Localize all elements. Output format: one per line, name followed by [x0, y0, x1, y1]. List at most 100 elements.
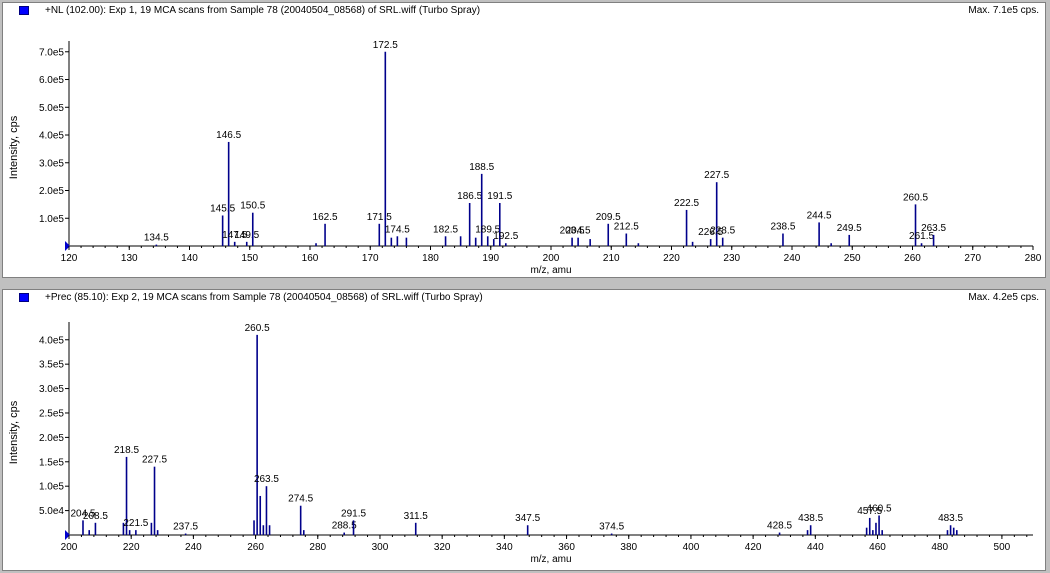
chart-1-peak-label: 147.5: [222, 230, 247, 241]
chart-2-peak-label: 260.5: [245, 323, 270, 334]
chart-1-peak-label: 227.5: [704, 170, 729, 181]
chart-1-peak-label: 134.5: [144, 233, 169, 244]
chart-2-peak-label: 208.5: [83, 511, 108, 522]
chart-1-peak-label: 226.5: [698, 227, 723, 238]
chart-2-y-tick-label: 3.5e5: [39, 360, 64, 371]
chart-1-x-tick-label: 250: [844, 253, 861, 264]
chart-1-peak-label: 260.5: [903, 192, 928, 203]
chart-2-y-tick-label: 4.0e5: [39, 335, 64, 346]
chart-2-peak-label: 311.5: [404, 511, 429, 522]
chart-1-x-tick-label: 280: [1025, 253, 1042, 264]
chart-1-peak-label: 222.5: [674, 198, 699, 209]
chart-2-x-tick-label: 260: [247, 542, 264, 553]
chart-1-y-tick-label: 3.0e5: [39, 158, 64, 169]
chart-2-x-tick-label: 240: [185, 542, 202, 553]
chart-1-peak-label: 191.5: [487, 191, 512, 202]
chart-2-x-tick-label: 400: [683, 542, 700, 553]
chart-2-y-tick-label: 5.0e4: [39, 506, 64, 517]
chart-1-x-tick-label: 200: [543, 253, 560, 264]
chart-2-y-tick-label: 1.5e5: [39, 457, 64, 468]
chart-1-x-tick-label: 180: [422, 253, 439, 264]
panel-2-max-label: Max. 4.2e5 cps.: [968, 292, 1039, 303]
panel-1-header: +NL (102.00): Exp 1, 19 MCA scans from S…: [3, 3, 1045, 19]
chart-2-y-tick-label: 3.0e5: [39, 384, 64, 395]
chart-2-x-axis-title: m/z, amu: [530, 554, 571, 565]
chart-1-peak-label: 203.5: [560, 226, 585, 237]
chart-1-peak-label: 149.5: [234, 230, 259, 241]
chart-2-x-tick-label: 300: [372, 542, 389, 553]
panel-2-marker-icon[interactable]: [19, 293, 29, 302]
chart-1-threshold-marker: [65, 241, 70, 251]
chart-1-x-axis-title: m/z, amu: [530, 265, 571, 276]
chart-1-x-tick-label: 260: [904, 253, 921, 264]
chart-1-peak-label: 189.5: [475, 224, 500, 235]
spectrum-panel-2: +Prec (85.10): Exp 2, 19 MCA scans from …: [2, 289, 1046, 571]
chart-1-y-tick-label: 6.0e5: [39, 75, 64, 86]
chart-1-x-tick-label: 240: [784, 253, 801, 264]
chart-2-peak-label: 483.5: [938, 513, 963, 524]
panel-1-max-label: Max. 7.1e5 cps.: [968, 5, 1039, 16]
chart-2-x-tick-label: 360: [558, 542, 575, 553]
chart-1-x-tick-label: 140: [181, 253, 198, 264]
chart-2-x-tick-label: 340: [496, 542, 513, 553]
chart-2-peak-label: 428.5: [767, 521, 792, 532]
chart-1-peak-label: 204.5: [566, 226, 591, 237]
chart-2-peak-label: 438.5: [798, 513, 823, 524]
chart-1-peak-label: 186.5: [457, 191, 482, 202]
chart-1-x-tick-label: 120: [61, 253, 78, 264]
chart-1-y-tick-label: 5.0e5: [39, 103, 64, 114]
chart-2-peak-label: 460.5: [867, 503, 892, 514]
chart-1-peak-label: 174.5: [385, 224, 410, 235]
chart-1-y-tick-label: 7.0e5: [39, 47, 64, 58]
chart-1-x-tick-label: 170: [362, 253, 379, 264]
chart-1-peak-label: 146.5: [216, 130, 241, 141]
chart-1-x-tick-label: 270: [964, 253, 981, 264]
panel-1-marker-icon[interactable]: [19, 6, 29, 15]
chart-2-peak-label: 274.5: [288, 494, 313, 505]
chart-2-x-tick-label: 440: [807, 542, 824, 553]
panel-2-title: +Prec (85.10): Exp 2, 19 MCA scans from …: [45, 292, 483, 303]
chart-1-peak-label: 263.5: [921, 223, 946, 234]
chart-1-x-tick-label: 220: [663, 253, 680, 264]
chart-2-x-tick-label: 200: [61, 542, 78, 553]
chart-1-peak-label: 150.5: [240, 201, 265, 212]
chart-2-y-tick-label: 2.0e5: [39, 433, 64, 444]
chart-2-x-tick-label: 320: [434, 542, 451, 553]
chart-1-y-tick-label: 4.0e5: [39, 131, 64, 142]
chart-2-x-tick-label: 460: [869, 542, 886, 553]
chart-2-x-tick-label: 500: [994, 542, 1011, 553]
chart-2-peak-label: 237.5: [173, 522, 198, 533]
chart-2[interactable]: 200 220 240 260 280 300 320 340 360 380 400 420 440 4…: [3, 290, 1045, 570]
chart-2-peak-label: 457.5: [857, 506, 882, 517]
chart-1-peak-label: 171.5: [367, 212, 392, 223]
chart-1-peak-label: 172.5: [373, 40, 398, 51]
chart-1-x-tick-label: 160: [302, 253, 319, 264]
chart-2-peak-label: 218.5: [114, 445, 139, 456]
chart-2-x-tick-label: 480: [931, 542, 948, 553]
chart-2-x-tick-label: 380: [620, 542, 637, 553]
chart-1-x-tick-label: 230: [723, 253, 740, 264]
chart-2-threshold-marker: [65, 530, 70, 540]
chart-2-x-tick-label: 280: [309, 542, 326, 553]
chart-1-y-axis-title: Intensity, cps: [8, 115, 20, 179]
chart-2-peak-label: 204.5: [70, 508, 95, 519]
panel-2-header: +Prec (85.10): Exp 2, 19 MCA scans from …: [3, 290, 1045, 306]
chart-1-x-tick-label: 150: [241, 253, 258, 264]
chart-2-y-tick-label: 2.5e5: [39, 408, 64, 419]
chart-1-peak-label: 238.5: [770, 222, 795, 233]
chart-1-y-tick-label: 1.0e5: [39, 214, 64, 225]
chart-1-peak-label: 209.5: [596, 212, 621, 223]
chart-2-x-tick-label: 420: [745, 542, 762, 553]
chart-1-peak-label: 261.5: [909, 231, 934, 242]
chart-1-x-tick-label: 130: [121, 253, 138, 264]
chart-1-peak-label: 212.5: [614, 222, 639, 233]
chart-1-peak-label: 192.5: [493, 231, 518, 242]
chart-1-peak-label: 182.5: [433, 224, 458, 235]
chart-1-peak-label: 249.5: [837, 223, 862, 234]
chart-1-peak-label: 145.5: [210, 203, 235, 214]
chart-1-peak-label: 244.5: [807, 210, 832, 221]
chart-1[interactable]: 120 130 140 150 160 170 180 190 200 210 220 230 240 2…: [3, 3, 1045, 277]
spectrum-panel-1: +NL (102.00): Exp 1, 19 MCA scans from S…: [2, 2, 1046, 278]
chart-2-peak-label: 347.5: [515, 513, 540, 524]
chart-2-y-tick-label: 1.0e5: [39, 482, 64, 493]
